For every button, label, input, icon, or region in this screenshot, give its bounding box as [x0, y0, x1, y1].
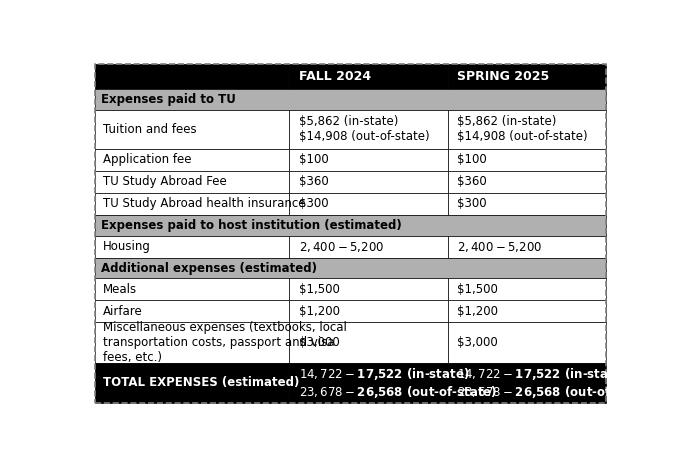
Bar	[95, 193, 289, 215]
Bar	[95, 363, 289, 403]
Text: Miscellaneous expenses (textbooks, local
transportation costs, passport and visa: Miscellaneous expenses (textbooks, local…	[103, 321, 347, 364]
Bar	[95, 171, 289, 193]
Bar	[95, 278, 289, 300]
Bar	[289, 322, 447, 363]
Bar	[95, 257, 606, 278]
Bar	[95, 110, 289, 149]
Text: Additional expenses (estimated): Additional expenses (estimated)	[101, 262, 317, 275]
Text: $5,862 (in-state)
$14,908 (out-of-state): $5,862 (in-state) $14,908 (out-of-state)	[457, 115, 588, 143]
Bar	[289, 363, 447, 403]
Text: $100: $100	[457, 153, 487, 166]
Bar	[289, 171, 447, 193]
Bar	[447, 64, 606, 89]
Text: $1,200: $1,200	[457, 305, 498, 318]
Text: $360: $360	[299, 175, 328, 188]
Text: TU Study Abroad Fee: TU Study Abroad Fee	[103, 175, 226, 188]
Text: SPRING 2025: SPRING 2025	[457, 70, 549, 83]
Bar	[447, 363, 606, 403]
Bar	[447, 300, 606, 322]
Bar	[95, 322, 289, 363]
Bar	[447, 110, 606, 149]
Text: Meals: Meals	[103, 283, 137, 296]
Text: $2,400 - $5,200: $2,400 - $5,200	[299, 240, 384, 254]
Text: Expenses paid to host institution (estimated): Expenses paid to host institution (estim…	[101, 219, 402, 232]
Text: $300: $300	[457, 197, 487, 210]
Text: TOTAL EXPENSES (estimated): TOTAL EXPENSES (estimated)	[103, 376, 299, 389]
Text: Expenses paid to TU: Expenses paid to TU	[101, 93, 236, 106]
Text: $14,722 - $17,522 (in-state)
$23,678 - $26,568 (out-of-state): $14,722 - $17,522 (in-state) $23,678 - $…	[457, 366, 655, 400]
Text: $3,000: $3,000	[299, 336, 339, 349]
Text: $14,722 - $17,522 (in-state)
$23,678 - $26,568 (out-of-state): $14,722 - $17,522 (in-state) $23,678 - $…	[299, 366, 497, 400]
Text: $300: $300	[299, 197, 328, 210]
Text: Application fee: Application fee	[103, 153, 192, 166]
Text: Tuition and fees: Tuition and fees	[103, 123, 196, 136]
Bar	[447, 149, 606, 171]
Text: $5,862 (in-state)
$14,908 (out-of-state): $5,862 (in-state) $14,908 (out-of-state)	[299, 115, 430, 143]
Bar	[95, 64, 289, 89]
Bar	[447, 322, 606, 363]
Text: $100: $100	[299, 153, 328, 166]
Text: TU Study Abroad health insurance: TU Study Abroad health insurance	[103, 197, 305, 210]
Bar	[289, 64, 447, 89]
Text: $3,000: $3,000	[457, 336, 498, 349]
Text: Airfare: Airfare	[103, 305, 142, 318]
Bar	[289, 149, 447, 171]
Bar	[95, 89, 606, 110]
Bar	[95, 300, 289, 322]
Bar	[95, 215, 606, 236]
Bar	[289, 300, 447, 322]
Bar	[447, 278, 606, 300]
Text: $360: $360	[457, 175, 487, 188]
Bar	[447, 193, 606, 215]
Bar	[95, 236, 289, 257]
Bar	[447, 171, 606, 193]
Text: $2,400 - $5,200: $2,400 - $5,200	[457, 240, 542, 254]
Bar	[447, 236, 606, 257]
Text: FALL 2024: FALL 2024	[299, 70, 371, 83]
Text: Housing: Housing	[103, 240, 150, 253]
Text: $1,200: $1,200	[299, 305, 340, 318]
Bar	[289, 193, 447, 215]
Text: $1,500: $1,500	[299, 283, 340, 296]
Bar	[289, 278, 447, 300]
Bar	[289, 110, 447, 149]
Bar	[289, 236, 447, 257]
Text: $1,500: $1,500	[457, 283, 498, 296]
Bar	[95, 149, 289, 171]
